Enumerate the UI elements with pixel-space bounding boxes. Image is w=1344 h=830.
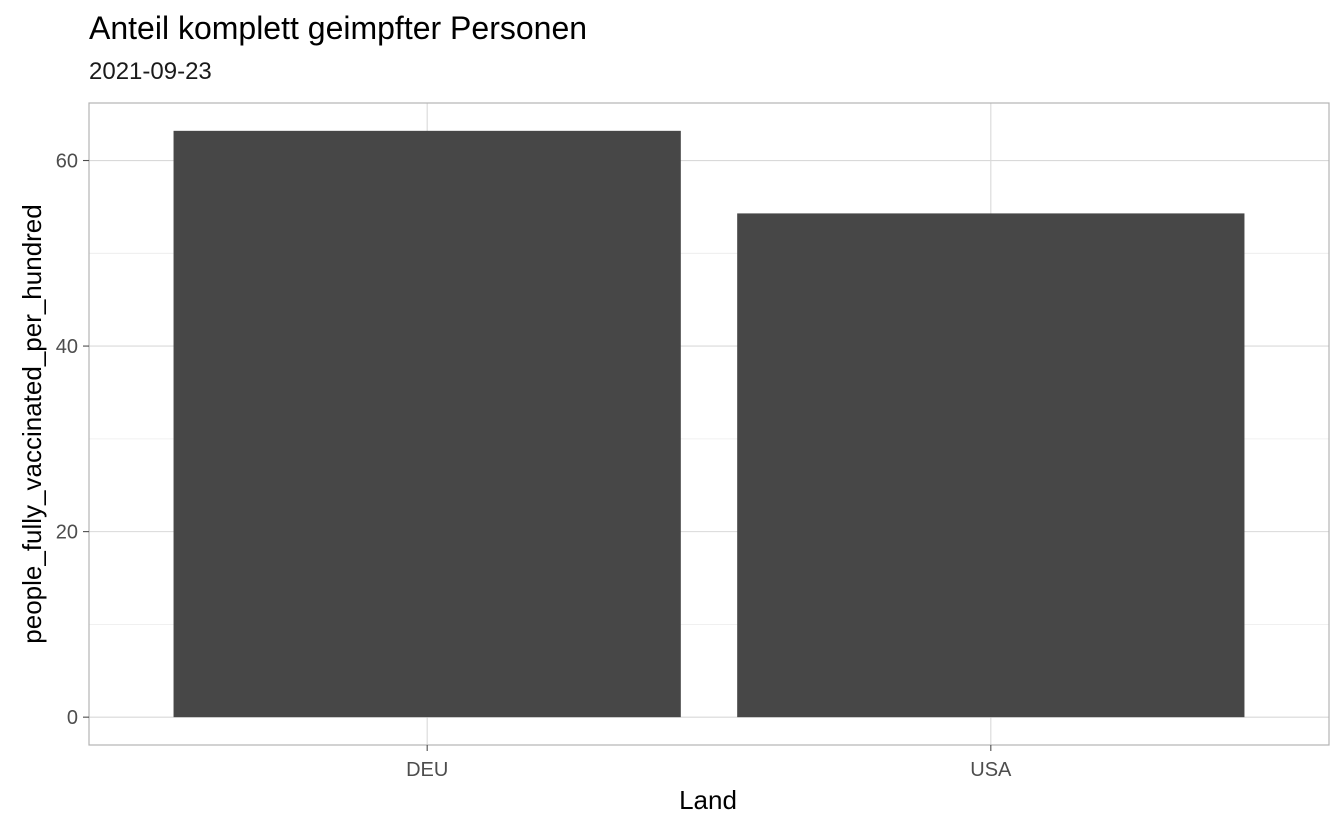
x-tick-label: USA (970, 759, 1012, 781)
bars (173, 130, 1245, 718)
y-tick-label: 40 (56, 336, 78, 358)
y-tick-label: 20 (56, 522, 78, 544)
y-tick-label: 60 (56, 151, 78, 173)
x-axis: DEU USA (406, 745, 1012, 781)
x-tick-label: DEU (406, 759, 448, 781)
chart-title: Anteil komplett geimpfter Personen (89, 10, 588, 46)
x-axis-label: Land (679, 785, 737, 815)
bar-usa (737, 213, 1245, 718)
bar-deu (173, 130, 681, 718)
y-tick-label: 0 (67, 707, 78, 729)
y-axis-label: people_fully_vaccinated_per_hundred (17, 204, 47, 643)
chart-subtitle: 2021-09-23 (89, 58, 212, 85)
y-axis: 0 20 40 60 (56, 151, 89, 729)
panel-border (88, 102, 1330, 746)
